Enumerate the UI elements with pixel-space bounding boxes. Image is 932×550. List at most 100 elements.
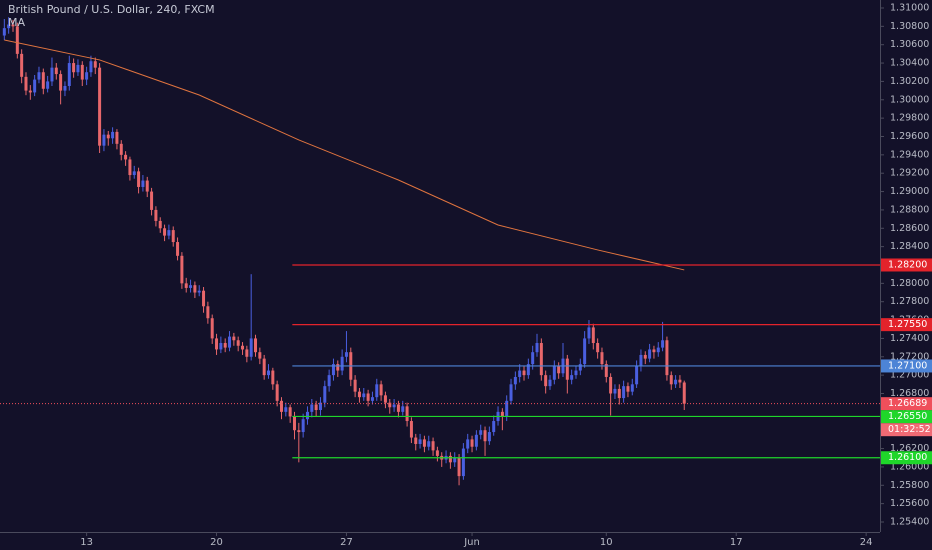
candle-body	[63, 86, 67, 91]
candle-body	[236, 340, 240, 346]
candle-body	[50, 67, 54, 82]
candle-body	[370, 397, 374, 401]
candle-body	[301, 419, 305, 433]
candle-body	[635, 365, 639, 385]
candle-body	[669, 375, 673, 385]
candle-body	[163, 228, 167, 236]
candle-body	[648, 349, 652, 359]
level-price-label: 1.27100	[888, 360, 927, 371]
candle-body	[574, 370, 578, 376]
candle-body	[613, 388, 617, 394]
candle-body	[241, 345, 245, 350]
candle-body	[85, 72, 89, 80]
y-tick-label: 1.29200	[890, 168, 929, 179]
candle-body	[145, 180, 149, 192]
candle-body	[124, 154, 128, 160]
candle-body	[11, 24, 15, 27]
candle-body	[344, 352, 348, 357]
x-tick-label: 17	[730, 537, 743, 548]
candle-body	[548, 379, 552, 387]
candle-body	[2, 28, 6, 36]
candle-body	[305, 411, 309, 420]
y-tick-label: 1.31000	[890, 2, 929, 13]
candle-body	[483, 430, 487, 442]
candle-body	[254, 338, 258, 353]
y-tick-label: 1.30200	[890, 76, 929, 87]
candle-body	[267, 370, 271, 376]
candle-body	[288, 407, 292, 417]
y-tick-label: 1.30000	[890, 94, 929, 105]
y-tick-label: 1.29600	[890, 131, 929, 142]
candle-body	[67, 63, 71, 87]
y-tick-label: 1.27800	[890, 296, 929, 307]
candle-body	[336, 364, 340, 371]
candle-body	[171, 230, 175, 243]
x-tick-label: Jun	[463, 537, 480, 548]
candle-body	[132, 171, 136, 176]
y-tick-label: 1.30600	[890, 39, 929, 50]
candle-body	[232, 336, 236, 341]
candle-body	[228, 336, 232, 348]
candle-body	[271, 370, 275, 385]
candle-body	[158, 220, 162, 229]
candle-body	[106, 134, 110, 139]
level-price-label: 1.28200	[888, 259, 927, 270]
candle-body	[167, 230, 171, 236]
candle-body	[431, 441, 435, 451]
candle-body	[115, 131, 119, 144]
y-tick-label: 1.30800	[890, 21, 929, 32]
candle-body	[474, 434, 478, 447]
x-tick-label: 27	[340, 537, 353, 548]
candle-body	[340, 356, 344, 371]
candle-body	[24, 76, 28, 91]
y-tick-label: 1.28800	[890, 204, 929, 215]
candle-body	[258, 352, 262, 359]
candle-body	[392, 404, 396, 408]
candle-body	[656, 347, 660, 353]
candle-body	[202, 290, 206, 307]
y-tick-label: 1.27400	[890, 333, 929, 344]
candle-body	[427, 441, 431, 447]
x-tick-label: 10	[600, 537, 613, 548]
last-price-label-bg	[881, 397, 932, 411]
candle-body	[557, 365, 561, 374]
candle-body	[479, 430, 483, 435]
candle-body	[262, 358, 266, 376]
candle-body	[119, 143, 123, 155]
candle-body	[457, 457, 461, 477]
candle-body	[362, 393, 366, 398]
candle-body	[245, 349, 249, 357]
y-tick-label: 1.29800	[890, 113, 929, 124]
candle-body	[383, 395, 387, 403]
candle-body	[184, 283, 188, 288]
candle-body	[435, 450, 439, 456]
y-tick-label: 1.29000	[890, 186, 929, 197]
y-tick-label: 1.25800	[890, 480, 929, 491]
candle-body	[661, 340, 665, 348]
candle-body	[622, 386, 626, 399]
candle-body	[180, 255, 184, 284]
candle-body	[609, 376, 613, 394]
candle-body	[197, 290, 201, 293]
candle-body	[535, 343, 539, 353]
candle-body	[448, 455, 452, 463]
y-tick-label: 1.27200	[890, 351, 929, 362]
candle-body	[141, 180, 145, 187]
candle-body	[54, 67, 58, 75]
level-price-label-bg	[881, 258, 932, 272]
chart-title: British Pound / U.S. Dollar, 240, FXCM	[8, 3, 215, 16]
candle-body	[93, 61, 97, 68]
x-tick-label: 13	[80, 537, 93, 548]
candle-body	[176, 242, 180, 256]
candle-body	[297, 430, 301, 433]
candle-body	[652, 349, 656, 353]
candle-body	[626, 386, 630, 392]
candle-body	[422, 439, 426, 447]
candle-body	[453, 457, 457, 463]
candle-body	[583, 338, 587, 365]
candle-body	[604, 364, 608, 377]
candle-body	[76, 64, 80, 73]
candle-body	[150, 191, 154, 210]
candle-body	[409, 421, 413, 438]
